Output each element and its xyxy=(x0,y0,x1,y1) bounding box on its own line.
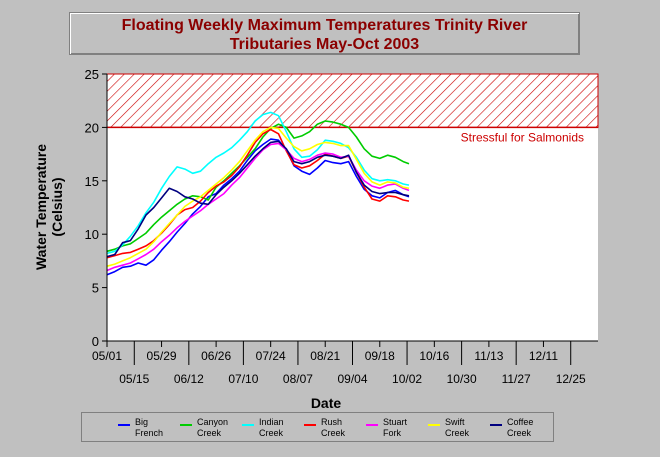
series-line-big-french xyxy=(106,138,410,276)
x-tick-label: 06/12 xyxy=(174,372,204,386)
legend-label: Rush Creek xyxy=(321,417,346,438)
y-tick-label: 0 xyxy=(92,334,99,349)
legend-swatch xyxy=(180,424,192,426)
chart-title: Floating Weekly Maximum Temperatures Tri… xyxy=(121,17,528,34)
x-tick-label: 07/24 xyxy=(256,349,286,363)
y-tick-label: 25 xyxy=(85,67,99,82)
x-tick-label: 09/04 xyxy=(337,372,367,386)
legend-label: Coffee Creek xyxy=(507,417,534,438)
x-tick-label: 05/01 xyxy=(92,349,122,363)
y-axis-label-line1: Water Temperature xyxy=(33,144,49,270)
threshold-band xyxy=(106,73,599,128)
y-axis-label-line2: (Celsius) xyxy=(49,177,65,236)
y-tick-label: 10 xyxy=(85,227,99,242)
x-tick-label: 05/29 xyxy=(147,349,177,363)
x-tick-label: 12/25 xyxy=(556,372,586,386)
x-tick-label: 08/07 xyxy=(283,372,313,386)
legend-swatch xyxy=(428,424,440,426)
x-tick-label: 10/02 xyxy=(392,372,422,386)
legend: Big French Canyon Creek Indian Creek Rush Creek… xyxy=(81,412,554,442)
legend-swatch xyxy=(118,424,130,426)
legend-label: Big French xyxy=(135,417,164,438)
x-tick-label: 07/10 xyxy=(228,372,258,386)
legend-swatch xyxy=(490,424,502,426)
legend-label: Swift Creek xyxy=(445,417,470,438)
series-line-stuart-fork xyxy=(106,142,410,272)
y-tick-label: 5 xyxy=(92,281,99,296)
chart-title-box: Floating Weekly Maximum Temperatures Tri… xyxy=(69,12,580,55)
x-tick-label: 09/18 xyxy=(365,349,395,363)
legend-swatch xyxy=(304,424,316,426)
legend-label: Canyon Creek xyxy=(197,417,229,438)
series-line-indian-creek xyxy=(106,111,410,255)
x-tick-label: 06/26 xyxy=(201,349,231,363)
chart-subtitle: Tributaries May-Oct 2003 xyxy=(229,36,420,53)
y-tick-label: 20 xyxy=(85,120,99,135)
y-tick-label: 15 xyxy=(85,174,99,189)
legend-label: Indian Creek xyxy=(259,417,284,438)
series-line-canyon-creek xyxy=(106,120,410,253)
x-tick-label: 12/11 xyxy=(529,349,558,363)
x-tick-label: 05/15 xyxy=(119,372,149,386)
series-line-swift-creek xyxy=(106,126,410,267)
threshold-label: Stressful for Salmonids xyxy=(461,130,584,144)
x-axis-label: Date xyxy=(311,395,342,411)
x-tick-label: 08/21 xyxy=(310,349,340,363)
series-line-coffee-creek xyxy=(106,140,410,258)
legend-swatch xyxy=(366,424,378,426)
legend-label: Stuart Fork xyxy=(383,417,408,438)
legend-swatch xyxy=(242,424,254,426)
x-tick-label: 11/13 xyxy=(474,349,503,363)
x-tick-label: 10/16 xyxy=(419,349,449,363)
x-tick-label: 11/27 xyxy=(502,372,531,386)
x-tick-label: 10/30 xyxy=(447,372,477,386)
